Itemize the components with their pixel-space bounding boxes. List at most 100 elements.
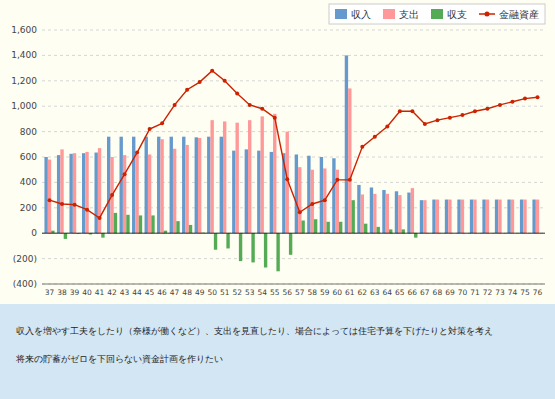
x-tick-label: 61 [345, 288, 355, 297]
bar [82, 153, 85, 233]
point [210, 69, 214, 73]
bar [64, 233, 67, 239]
caption-text: 収入を増やす工夫をしたり（奈様が働くなど）、支出を見直したり、場合によっては住宅… [16, 325, 493, 336]
point [285, 177, 289, 181]
grid-line [42, 157, 545, 158]
x-tick-label: 57 [295, 288, 305, 297]
bar [314, 219, 317, 233]
grid-line [42, 284, 545, 285]
point [148, 127, 152, 131]
point [360, 145, 364, 149]
point [373, 135, 377, 139]
bar [73, 153, 76, 233]
grid-line [42, 207, 545, 208]
x-tick-label: 62 [358, 288, 368, 297]
bar [239, 233, 242, 261]
legend-label: 金融資産 [499, 9, 539, 20]
point [448, 116, 452, 120]
x-tick-label: 70 [458, 288, 468, 297]
bar [295, 154, 298, 233]
bar [495, 200, 498, 234]
x-tick-label: 60 [333, 288, 343, 297]
bar [348, 88, 351, 233]
bar [414, 233, 417, 237]
bar [198, 138, 201, 233]
bar [520, 200, 523, 234]
bar [361, 194, 364, 233]
point [160, 121, 164, 125]
bar [402, 229, 405, 233]
chart: (400)(200)02004006008001,0001,2001,4001,… [0, 0, 555, 399]
point [523, 97, 527, 101]
x-tick-label: 71 [470, 288, 480, 297]
bar [482, 200, 485, 234]
caption-box [0, 304, 555, 399]
zero-line [42, 233, 545, 234]
bar [185, 145, 188, 233]
bar [298, 167, 301, 233]
bar [69, 154, 72, 233]
bar [232, 151, 235, 234]
bar [432, 200, 435, 234]
bar [398, 195, 401, 233]
x-tick-label: 54 [257, 288, 267, 297]
bar [236, 123, 239, 233]
bar [511, 200, 514, 234]
bar [173, 149, 176, 233]
bar [139, 215, 142, 233]
bar [226, 233, 229, 248]
point [73, 203, 77, 207]
grid-line [42, 182, 545, 183]
x-tick-label: 53 [245, 288, 255, 297]
y-tick-label: 800 [20, 127, 37, 137]
point [310, 202, 314, 206]
bar [457, 200, 460, 234]
y-tick-label: 1,600 [11, 25, 37, 35]
bar-series [48, 88, 539, 233]
bar [245, 149, 248, 233]
bar [332, 158, 335, 233]
bar [276, 233, 279, 271]
x-axis-line [42, 284, 545, 285]
bar [151, 215, 154, 233]
point [510, 100, 514, 104]
bar [470, 200, 473, 234]
y-tick-label: (200) [13, 254, 37, 264]
grid-line [42, 131, 545, 132]
bar [326, 222, 329, 233]
x-tick-label: 76 [533, 288, 543, 297]
grid-line [42, 30, 545, 31]
y-tick-label: 1,400 [11, 50, 37, 60]
bar [373, 194, 376, 233]
bar [48, 160, 51, 234]
point [260, 107, 264, 111]
bar [114, 213, 117, 233]
x-tick-label: 73 [495, 288, 505, 297]
point [98, 216, 102, 220]
x-tick-label: 58 [307, 288, 317, 297]
x-tick-label: 65 [395, 288, 405, 297]
bar [357, 185, 360, 233]
point [110, 193, 114, 197]
bar [395, 191, 398, 233]
x-tick-label: 47 [170, 288, 180, 297]
bar [220, 137, 223, 234]
x-tick-label: 55 [270, 288, 280, 297]
bar [214, 233, 217, 250]
bar [364, 224, 367, 234]
bar [248, 120, 251, 233]
x-tick-label: 72 [483, 288, 493, 297]
y-tick-label: 0 [31, 228, 37, 238]
plot-area [44, 55, 539, 271]
legend-label: 収入 [351, 9, 371, 20]
bar [536, 200, 539, 234]
bar [170, 137, 173, 234]
point [535, 95, 539, 99]
bar [386, 194, 389, 233]
point [223, 79, 227, 83]
bar [345, 55, 348, 233]
caption: 収入を増やす工夫をしたり（奈様が働くなど）、支出を見直したり、場合によっては住宅… [0, 304, 555, 399]
bar [85, 152, 88, 233]
bar [98, 148, 101, 233]
x-tick-label: 42 [107, 288, 117, 297]
